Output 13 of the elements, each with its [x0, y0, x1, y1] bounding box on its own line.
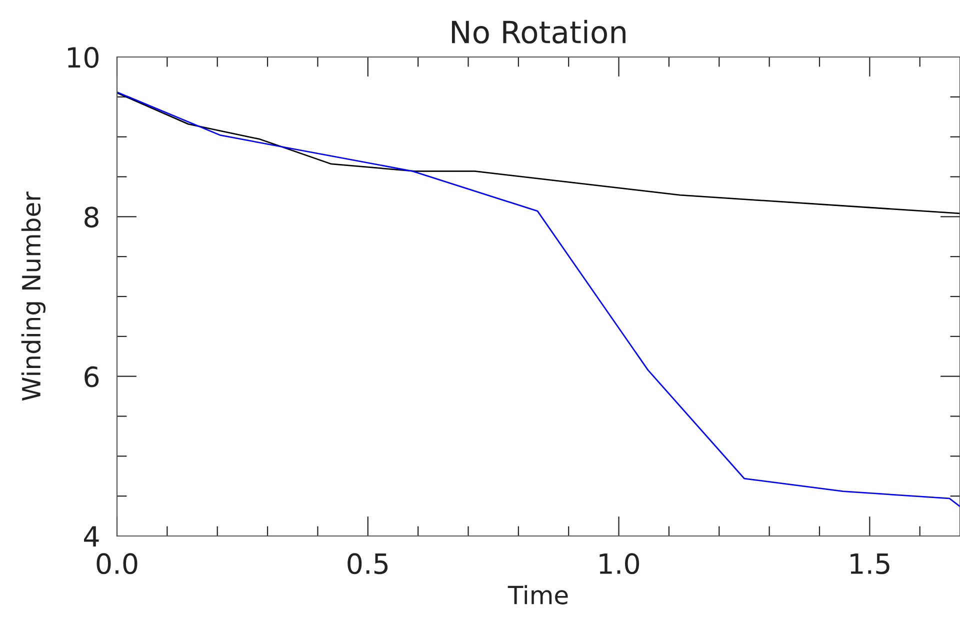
x-tick-label: 0.0	[96, 553, 138, 574]
chart-title: No Rotation	[452, 20, 626, 44]
y-tick-label: 4	[84, 526, 99, 547]
line-series	[117, 91, 960, 508]
line-series	[117, 92, 960, 214]
x-tick-label: 1.0	[600, 553, 640, 574]
x-axis-title: Time	[508, 585, 568, 604]
y-axis-title: Winding Number	[21, 192, 46, 401]
y-tick-label: 8	[84, 206, 98, 228]
y-tick-label: 10	[68, 46, 98, 68]
y-tick-label: 6	[84, 366, 99, 388]
x-tick-label: 1.5	[850, 554, 890, 574]
x-tick-label: 0.5	[348, 553, 388, 574]
